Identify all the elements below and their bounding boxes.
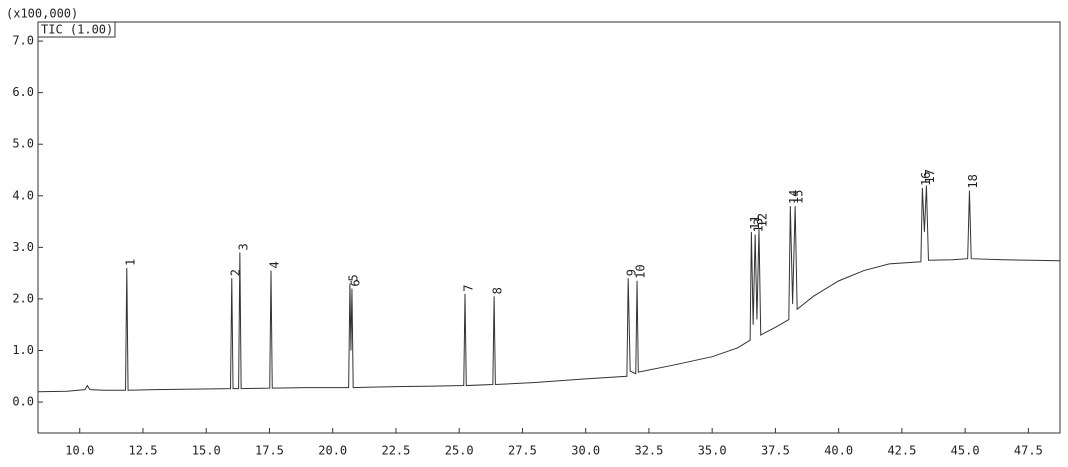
- trace-line: [37, 185, 1061, 393]
- y-tick-label: 2.0: [12, 291, 34, 305]
- peak-label: 12: [755, 213, 769, 227]
- x-tick-label: 35.0: [698, 444, 727, 458]
- peak-label: 11: [748, 215, 762, 229]
- peak-label: 4: [267, 261, 281, 268]
- y-tick-label: 0.0: [12, 395, 34, 409]
- x-tick-label: 27.5: [508, 444, 537, 458]
- x-tick-label: 47.5: [1014, 444, 1043, 458]
- x-tick-label: 17.5: [255, 444, 284, 458]
- peak-label: 13: [752, 218, 766, 232]
- x-tick-label: 22.5: [381, 444, 410, 458]
- y-tick-label: 3.0: [12, 240, 34, 254]
- x-tick-label: 20.0: [318, 444, 347, 458]
- peak-label: 15: [792, 190, 806, 204]
- x-tick-label: 30.0: [571, 444, 600, 458]
- peak-label: 1: [123, 259, 137, 266]
- y-tick-label: 4.0: [12, 188, 34, 202]
- peak-label: 18: [966, 174, 980, 188]
- y-axis-label: (x100,000): [6, 7, 78, 21]
- peak-label: 2: [228, 269, 242, 276]
- peak-label: 14: [787, 190, 801, 204]
- x-tick-label: 10.0: [65, 444, 94, 458]
- y-tick-label: 7.0: [12, 34, 34, 48]
- x-tick-label: 25.0: [445, 444, 474, 458]
- peak-label: 17: [923, 169, 937, 183]
- x-tick-label: 42.5: [887, 444, 916, 458]
- peak-label: 16: [919, 172, 933, 186]
- peak-label: 10: [634, 264, 648, 278]
- peak-label: 6: [348, 279, 362, 286]
- x-tick-label: 12.5: [129, 444, 158, 458]
- y-tick-label: 1.0: [12, 343, 34, 357]
- y-tick-label: 6.0: [12, 85, 34, 99]
- x-tick-label: 32.5: [634, 444, 663, 458]
- peak-label: 8: [491, 287, 505, 294]
- x-tick-label: 45.0: [951, 444, 980, 458]
- legend-entry: TIC (1.00): [41, 23, 113, 37]
- x-tick-label: 37.5: [761, 444, 790, 458]
- x-tick-label: 15.0: [192, 444, 221, 458]
- peak-label: 7: [462, 285, 476, 292]
- peak-label: 3: [236, 243, 250, 250]
- peak-label: 9: [625, 269, 639, 276]
- y-tick-label: 5.0: [12, 137, 34, 151]
- x-tick-label: 40.0: [824, 444, 853, 458]
- peak-label: 5: [346, 274, 360, 281]
- plot-frame: [37, 21, 1061, 434]
- legend-box: [37, 21, 116, 38]
